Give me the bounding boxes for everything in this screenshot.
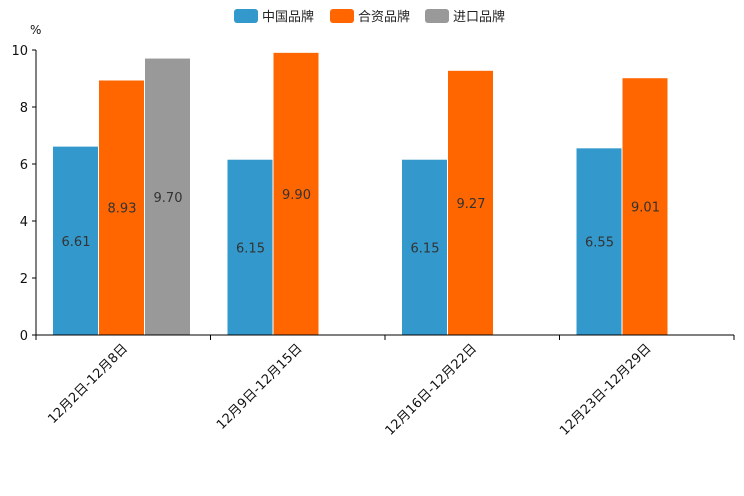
bar-2-1[interactable] bbox=[99, 80, 144, 336]
y-tick-label: 6 bbox=[20, 158, 28, 173]
x-category-label: 12月16日-12月22日 bbox=[383, 341, 480, 438]
bar-3-1[interactable] bbox=[145, 58, 190, 336]
legend-item-3[interactable]: 进口品牌 bbox=[425, 9, 505, 25]
bar-value-label: 9.90 bbox=[282, 188, 311, 203]
bar-1-1[interactable] bbox=[53, 146, 98, 335]
y-tick-label: 10 bbox=[11, 44, 28, 59]
bar-2-3[interactable] bbox=[448, 70, 493, 336]
bar-2-2[interactable] bbox=[273, 52, 319, 335]
bar-value-label: 6.55 bbox=[585, 236, 614, 251]
legend-item-2[interactable]: 合资品牌 bbox=[330, 9, 410, 25]
bar-value-label: 9.70 bbox=[154, 191, 183, 206]
legend-swatch bbox=[234, 9, 258, 23]
bars: 6.61 8.93 9.70 6.15 9.90 6.15 9.27 6.55 9.01 bbox=[53, 52, 668, 336]
y-tick-label: 2 bbox=[20, 272, 28, 287]
bar-value-label: 6.15 bbox=[411, 241, 440, 256]
y-tick-label: 8 bbox=[20, 101, 28, 116]
legend-label: 进口品牌 bbox=[453, 9, 505, 25]
legend-label: 中国品牌 bbox=[262, 9, 314, 25]
y-axis: 0 2 4 6 8 10 bbox=[11, 44, 37, 344]
x-category-label: 12月9日-12月15日 bbox=[214, 341, 306, 433]
legend-label: 合资品牌 bbox=[358, 9, 410, 25]
legend-swatch bbox=[330, 9, 354, 23]
legend-swatch bbox=[425, 9, 449, 23]
y-tick-label: 0 bbox=[20, 329, 28, 344]
x-category-label: 12月2日-12月8日 bbox=[45, 341, 131, 427]
bar-2-4[interactable] bbox=[622, 78, 668, 335]
bar-1-3[interactable] bbox=[402, 159, 447, 335]
bar-1-2[interactable] bbox=[227, 159, 273, 335]
bar-value-label: 6.15 bbox=[236, 241, 265, 256]
bar-value-label: 9.27 bbox=[457, 197, 486, 212]
bar-value-label: 9.01 bbox=[631, 201, 660, 216]
bar-value-label: 6.61 bbox=[62, 235, 91, 250]
x-category-label: 12月23日-12月29日 bbox=[557, 341, 654, 438]
bar-value-label: 8.93 bbox=[108, 202, 137, 217]
bar-1-4[interactable] bbox=[576, 148, 622, 335]
y-tick-label: 4 bbox=[20, 215, 28, 230]
y-axis-unit-label: % bbox=[30, 23, 41, 37]
legend-item-1[interactable]: 中国品牌 bbox=[234, 9, 314, 25]
x-axis: 12月2日-12月8日 12月9日-12月15日 12月16日-12月22日 12月2… bbox=[35, 334, 735, 439]
legend: 中国品牌 合资品牌 进口品牌 bbox=[234, 9, 505, 25]
